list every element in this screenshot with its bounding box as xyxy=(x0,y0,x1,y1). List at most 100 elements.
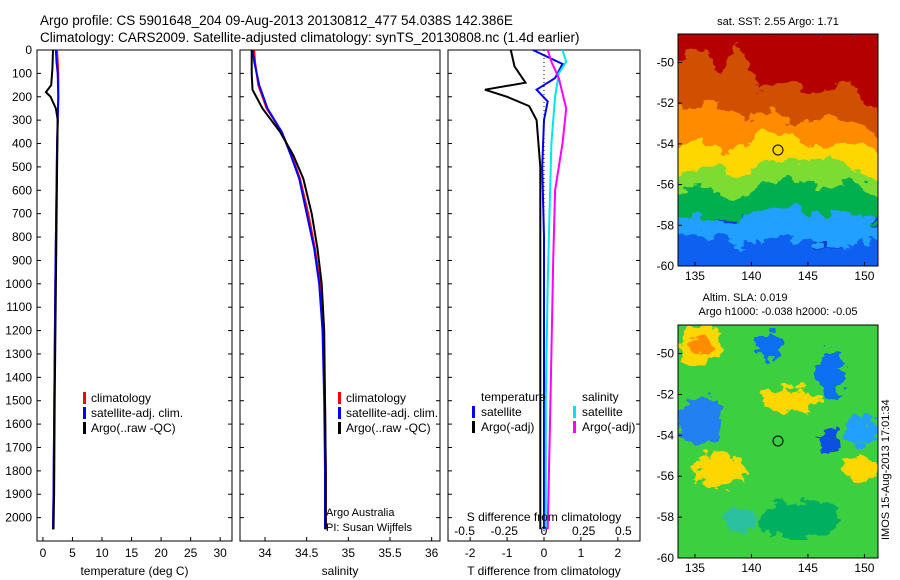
y-tick-label: 1100 xyxy=(6,300,32,314)
legend-label: climatology xyxy=(346,391,406,405)
x-tick2-label: 0.25 xyxy=(572,524,596,538)
y-tick-label: 1800 xyxy=(5,464,32,478)
sla-map xyxy=(678,325,878,558)
legend-label: Argo(..raw -QC) xyxy=(91,421,176,435)
argo-australia-label: Argo Australia xyxy=(326,507,395,519)
map-y-tick-label: -60 xyxy=(657,259,675,273)
legend-label: Argo(-adj) xyxy=(582,420,635,434)
x-tick-label: -2 xyxy=(465,546,476,560)
y-tick-label: 200 xyxy=(12,90,32,104)
y-tick-label: 1000 xyxy=(5,277,32,291)
series-line xyxy=(250,50,327,530)
legend-label: satellite xyxy=(481,405,522,419)
x-tick-label: -1 xyxy=(502,546,513,560)
sla-map-title: Altim. SLA: 0.019 xyxy=(703,292,788,304)
salinity-frame xyxy=(239,49,441,542)
x-tick-label: 5 xyxy=(69,546,76,560)
y-tick-label: 1600 xyxy=(5,417,32,431)
map-y-tick-label: -50 xyxy=(657,347,675,361)
legend-swatch xyxy=(83,392,86,404)
x-tick-label: 15 xyxy=(125,546,139,560)
x-tick-label: 35.5 xyxy=(378,546,402,560)
y-tick-label: 400 xyxy=(12,137,32,151)
y-tick-label: 1200 xyxy=(5,324,32,338)
map-y-tick-label: -56 xyxy=(657,178,675,192)
map-x-tick-label: 150 xyxy=(854,561,874,575)
map-y-tick-label: -52 xyxy=(657,387,675,401)
legend-temperature-heading: temperature xyxy=(481,390,546,404)
difference-xlabel: T difference from climatology xyxy=(467,564,621,578)
salinity-xlabel: salinity xyxy=(322,564,359,578)
series-line xyxy=(253,49,327,530)
map-y-tick-label: -60 xyxy=(657,551,675,565)
temperature-xlabel: temperature (deg C) xyxy=(80,564,188,578)
y-tick-label: 1900 xyxy=(5,487,32,501)
legend-swatch xyxy=(338,422,341,434)
map-x-tick-label: 145 xyxy=(798,269,818,283)
sla-map-subtitle: Argo h1000: -0.038 h2000: -0.05 xyxy=(698,306,857,318)
map-x-tick-label: 150 xyxy=(854,269,874,283)
sst-map xyxy=(678,34,878,266)
pi-label: PI: Susan Wijffels xyxy=(326,522,412,534)
temperature-panel: 0100200300400500600700800900100011001200… xyxy=(5,43,233,578)
legend-label: Argo(-adj) xyxy=(481,420,534,434)
legend-swatch xyxy=(338,392,341,404)
difference-panel: -2 -1 0 1 2 T difference from climatology S di… xyxy=(447,49,641,578)
sla-argo-marker xyxy=(772,435,784,447)
x-tick-label: 35 xyxy=(342,546,356,560)
y-tick-label: 1400 xyxy=(5,370,32,384)
map-y-tick-label: -58 xyxy=(657,510,675,524)
map-x-tick-label: 135 xyxy=(685,561,705,575)
x-tick2-label: 0 xyxy=(541,524,548,538)
y-tick-label: 2000 xyxy=(5,511,32,525)
y-tick-label: 700 xyxy=(12,207,32,221)
series-line xyxy=(251,49,326,530)
series-line xyxy=(44,49,59,530)
map-x-tick-label: 140 xyxy=(741,561,761,575)
y-tick-label: 0 xyxy=(25,43,32,57)
y-tick-label: 900 xyxy=(12,253,32,267)
legend-label: satellite xyxy=(582,405,623,419)
x-tick2-label: -0.25 xyxy=(491,524,519,538)
x-tick-label: 1 xyxy=(578,546,585,560)
series-line xyxy=(546,49,568,530)
legend-swatch xyxy=(83,407,86,419)
y-tick-label: 100 xyxy=(12,66,32,80)
x-tick-label: 30 xyxy=(214,546,228,560)
legend-salinity-heading: salinity xyxy=(582,390,619,404)
x-tick-label: 10 xyxy=(95,546,109,560)
y-tick-label: 600 xyxy=(12,183,32,197)
temperature-frame xyxy=(36,49,233,542)
y-tick-label: 1700 xyxy=(5,440,32,454)
x-tick-label: 0 xyxy=(541,546,548,560)
y-tick-label: 1500 xyxy=(5,394,32,408)
legend-swatch xyxy=(573,421,576,433)
map-y-tick-label: -58 xyxy=(657,218,675,232)
legend-swatch xyxy=(83,422,86,434)
legend-label: satellite-adj. clim. xyxy=(346,406,438,420)
y-tick-label: 1300 xyxy=(5,347,32,361)
x-tick-label: 20 xyxy=(154,546,168,560)
difference-xlabel2: S difference from climatology xyxy=(467,510,622,524)
series-line xyxy=(484,49,542,530)
x-tick-label: 2 xyxy=(615,546,622,560)
map-y-tick-label: -56 xyxy=(657,469,675,483)
y-tick-label: 300 xyxy=(12,113,32,127)
map-x-tick-label: 145 xyxy=(798,561,818,575)
sst-argo-marker xyxy=(772,144,784,156)
profile-title: Argo profile: CS 5901648_204 09-Aug-2013… xyxy=(40,13,513,28)
map-y-tick-label: -54 xyxy=(657,428,675,442)
y-tick-label: 800 xyxy=(12,230,32,244)
legend-swatch xyxy=(338,407,341,419)
imos-timestamp: IMOS 15-Aug-2013 17:01:34 xyxy=(880,399,892,540)
series-line xyxy=(544,49,568,530)
x-tick-label: 0 xyxy=(40,546,47,560)
x-tick2-label: 0.5 xyxy=(615,524,632,538)
x-tick-label: 34 xyxy=(258,546,272,560)
legend-label: climatology xyxy=(91,391,151,405)
legend-swatch xyxy=(573,406,576,418)
map-y-tick-label: -50 xyxy=(657,55,675,69)
sst-map-title: sat. SST: 2.55 Argo: 1.71 xyxy=(717,16,839,28)
x-tick2-label: -0.5 xyxy=(454,524,475,538)
